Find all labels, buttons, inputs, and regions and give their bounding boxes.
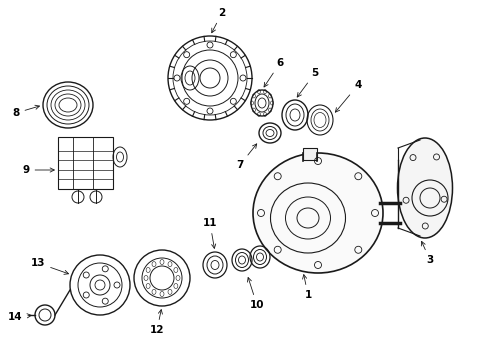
- Text: 14: 14: [8, 312, 31, 322]
- Text: 4: 4: [335, 80, 361, 112]
- Text: 6: 6: [264, 58, 283, 87]
- Text: 10: 10: [247, 278, 264, 310]
- Text: 12: 12: [149, 310, 164, 335]
- Bar: [58, 137, 113, 189]
- Ellipse shape: [252, 153, 382, 273]
- Text: 1: 1: [302, 275, 311, 300]
- Text: 7: 7: [236, 144, 256, 170]
- Text: 8: 8: [12, 105, 40, 118]
- Text: 3: 3: [421, 241, 433, 265]
- Text: 2: 2: [211, 8, 225, 33]
- Text: 5: 5: [297, 68, 318, 97]
- Text: 9: 9: [22, 165, 54, 175]
- Bar: [303, 148, 316, 160]
- Text: 13: 13: [31, 258, 68, 274]
- Text: 11: 11: [203, 218, 217, 248]
- Ellipse shape: [397, 138, 451, 238]
